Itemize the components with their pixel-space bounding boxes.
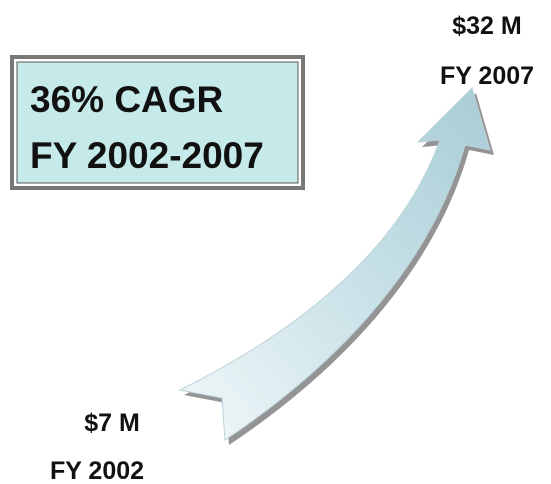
callout-box bbox=[16, 61, 299, 184]
end-amount: $32 M bbox=[452, 12, 521, 40]
start-amount: $7 M bbox=[84, 409, 140, 437]
callout-line2: FY 2002-2007 bbox=[30, 135, 264, 176]
callout-line1: 36% CAGR bbox=[30, 79, 223, 120]
start-year: FY 2002 bbox=[50, 457, 144, 484]
end-year: FY 2007 bbox=[440, 62, 534, 90]
growth-arrow bbox=[178, 87, 491, 441]
